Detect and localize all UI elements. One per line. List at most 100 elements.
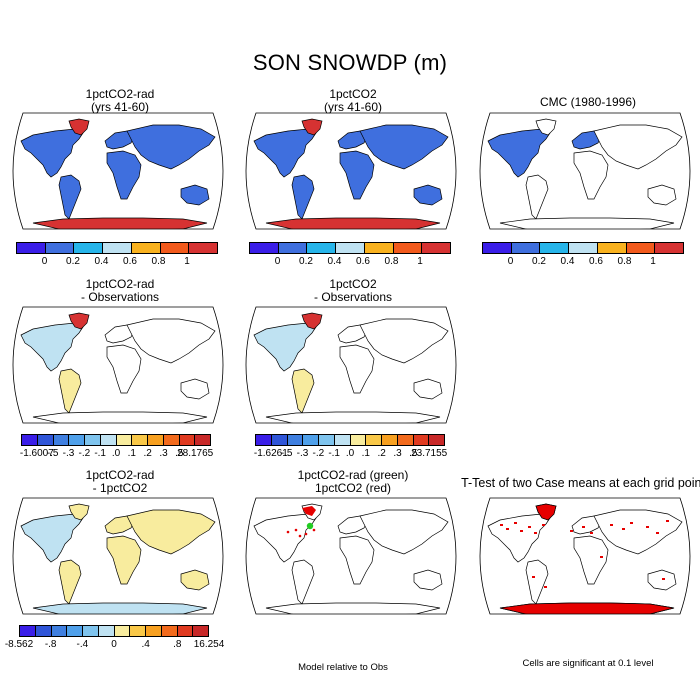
panel-title-line: 1pctCO2-rad bbox=[85, 87, 155, 101]
colorbar-tick-label: -.5 bbox=[46, 448, 59, 459]
colorbar-swatch bbox=[250, 243, 279, 253]
red-region bbox=[302, 506, 316, 516]
colorbar-tick-label: .3 bbox=[393, 448, 402, 459]
africa-landmass bbox=[106, 344, 142, 394]
panel-title-line: 1pctCO2-rad bbox=[85, 468, 155, 482]
significant-cell bbox=[582, 526, 585, 528]
colorbar-tick-label: .0 bbox=[111, 448, 121, 459]
colorbar: -8.562 -.8 -.4 0 .4 .8 16.254 bbox=[5, 625, 224, 651]
panel-title-line: - Observations bbox=[313, 290, 393, 304]
panel-title: 1pctCO2-rad (green) 1pctCO2 (red) bbox=[238, 469, 468, 495]
significant-cell bbox=[542, 524, 545, 526]
significant-cell bbox=[610, 524, 613, 526]
colorbar-tick-label: -.4 bbox=[76, 639, 89, 650]
north-america-landmass bbox=[253, 128, 317, 178]
asia-landmass bbox=[126, 124, 216, 170]
colorbar-swatch bbox=[413, 435, 430, 445]
colorbar: -1.6007 -.5 -.3 -.2 -.1 .0 .1 .2 .3 .5 28.1765 bbox=[20, 434, 213, 460]
colorbar-tick-label: -.3 bbox=[296, 448, 309, 459]
africa-landmass bbox=[573, 535, 609, 585]
significant-cell bbox=[520, 530, 523, 532]
significant-cell bbox=[630, 522, 633, 524]
colorbar-swatch bbox=[179, 435, 196, 445]
colorbar-tick-label: .2 bbox=[143, 448, 152, 459]
significant-cell bbox=[528, 526, 531, 528]
australia-landmass bbox=[180, 378, 210, 400]
colorbar-swatch bbox=[303, 435, 319, 445]
colorbar-swatch bbox=[51, 626, 68, 636]
colorbar-swatch bbox=[307, 243, 337, 253]
africa-landmass bbox=[339, 344, 375, 394]
colorbar-swatch bbox=[20, 626, 36, 636]
colorbar-tick-label: 0 bbox=[507, 256, 514, 267]
colorbar-swatch bbox=[103, 243, 132, 253]
australia-landmass bbox=[180, 184, 210, 206]
colorbar-tick-label: 0.2 bbox=[66, 256, 80, 267]
colorbar-tick-label: 0 bbox=[111, 639, 117, 650]
colorbar-swatch bbox=[131, 243, 161, 253]
panel-title: 1pctCO2-rad - Observations bbox=[5, 278, 235, 304]
panel-title-line: (yrs 41-60) bbox=[323, 100, 382, 114]
colorbar: 0 0.2 0.4 0.6 0.8 1 bbox=[482, 242, 684, 268]
north-america-landmass bbox=[20, 128, 84, 178]
greenland-landmass bbox=[68, 118, 90, 136]
panel-title: 1pctCO2- Observations bbox=[238, 278, 468, 304]
colorbar-tick-label: 0 bbox=[274, 256, 281, 267]
greenland-landmass bbox=[68, 503, 90, 521]
colorbar-swatch bbox=[100, 435, 117, 445]
colorbar-tick-label: 0 bbox=[41, 256, 48, 267]
europe-landmass bbox=[337, 130, 369, 150]
north-america-landmass bbox=[487, 128, 551, 178]
panel-title-line: 1pctCO2-rad (green) bbox=[297, 468, 409, 482]
colorbar-swatch bbox=[422, 243, 451, 253]
antarctica-landmass bbox=[265, 411, 441, 423]
south-america-landmass bbox=[525, 559, 549, 605]
colorbar-tick-label: 1 bbox=[650, 256, 656, 267]
colorbar-swatch bbox=[22, 435, 38, 445]
panel-title-line: 1pctCO2 bbox=[329, 277, 377, 291]
north-america-landmass bbox=[20, 513, 84, 563]
panel-title-line: 1pctCO2 (red) bbox=[314, 481, 392, 495]
europe-landmass bbox=[571, 130, 603, 150]
europe-landmass bbox=[104, 324, 136, 344]
significant-cell bbox=[590, 532, 593, 534]
south-america-landmass bbox=[291, 174, 315, 220]
map-border bbox=[479, 497, 691, 615]
panel-title: CMC (1980-1996) bbox=[473, 96, 700, 109]
colorbar-tick-label: .8 bbox=[173, 639, 182, 650]
colorbar-tick-label: 0.4 bbox=[560, 256, 575, 267]
asia-landmass bbox=[126, 509, 216, 555]
world-map bbox=[245, 112, 457, 230]
asia-landmass bbox=[593, 509, 683, 555]
colorbar-swatch bbox=[35, 626, 52, 636]
colorbar-swatch bbox=[74, 243, 104, 253]
colorbar-tick-label: 0.8 bbox=[151, 256, 166, 267]
map-border bbox=[245, 497, 457, 615]
map-border bbox=[245, 306, 457, 424]
colorbar-swatch bbox=[116, 435, 133, 445]
colorbar-swatch bbox=[655, 243, 684, 253]
south-america-landmass bbox=[58, 174, 82, 220]
colorbar-swatch bbox=[334, 435, 351, 445]
colorbar-tick-label: .1 bbox=[127, 448, 136, 459]
significant-cell bbox=[532, 576, 535, 578]
south-america-landmass bbox=[291, 368, 315, 414]
colorbar-swatch bbox=[69, 435, 85, 445]
colorbar-swatch bbox=[319, 435, 335, 445]
asia-landmass bbox=[359, 124, 449, 170]
antarctica-landmass bbox=[265, 602, 441, 614]
world-map bbox=[479, 112, 691, 230]
world-map bbox=[245, 497, 457, 615]
colorbar-tick-label: 0.4 bbox=[94, 256, 109, 267]
red-cell bbox=[304, 532, 308, 536]
panel-title-line: 1pctCO2-rad bbox=[85, 277, 155, 291]
north-america-landmass bbox=[253, 513, 317, 563]
colorbar-tick-label: -.1 bbox=[328, 448, 340, 459]
asia-landmass bbox=[593, 124, 683, 170]
colorbar-swatch bbox=[83, 626, 99, 636]
significant-cell bbox=[646, 526, 649, 528]
colorbar-swatch bbox=[146, 626, 162, 636]
significant-cell bbox=[656, 532, 659, 534]
colorbar-tick-label: 1 bbox=[417, 256, 423, 267]
africa-landmass bbox=[339, 150, 375, 200]
